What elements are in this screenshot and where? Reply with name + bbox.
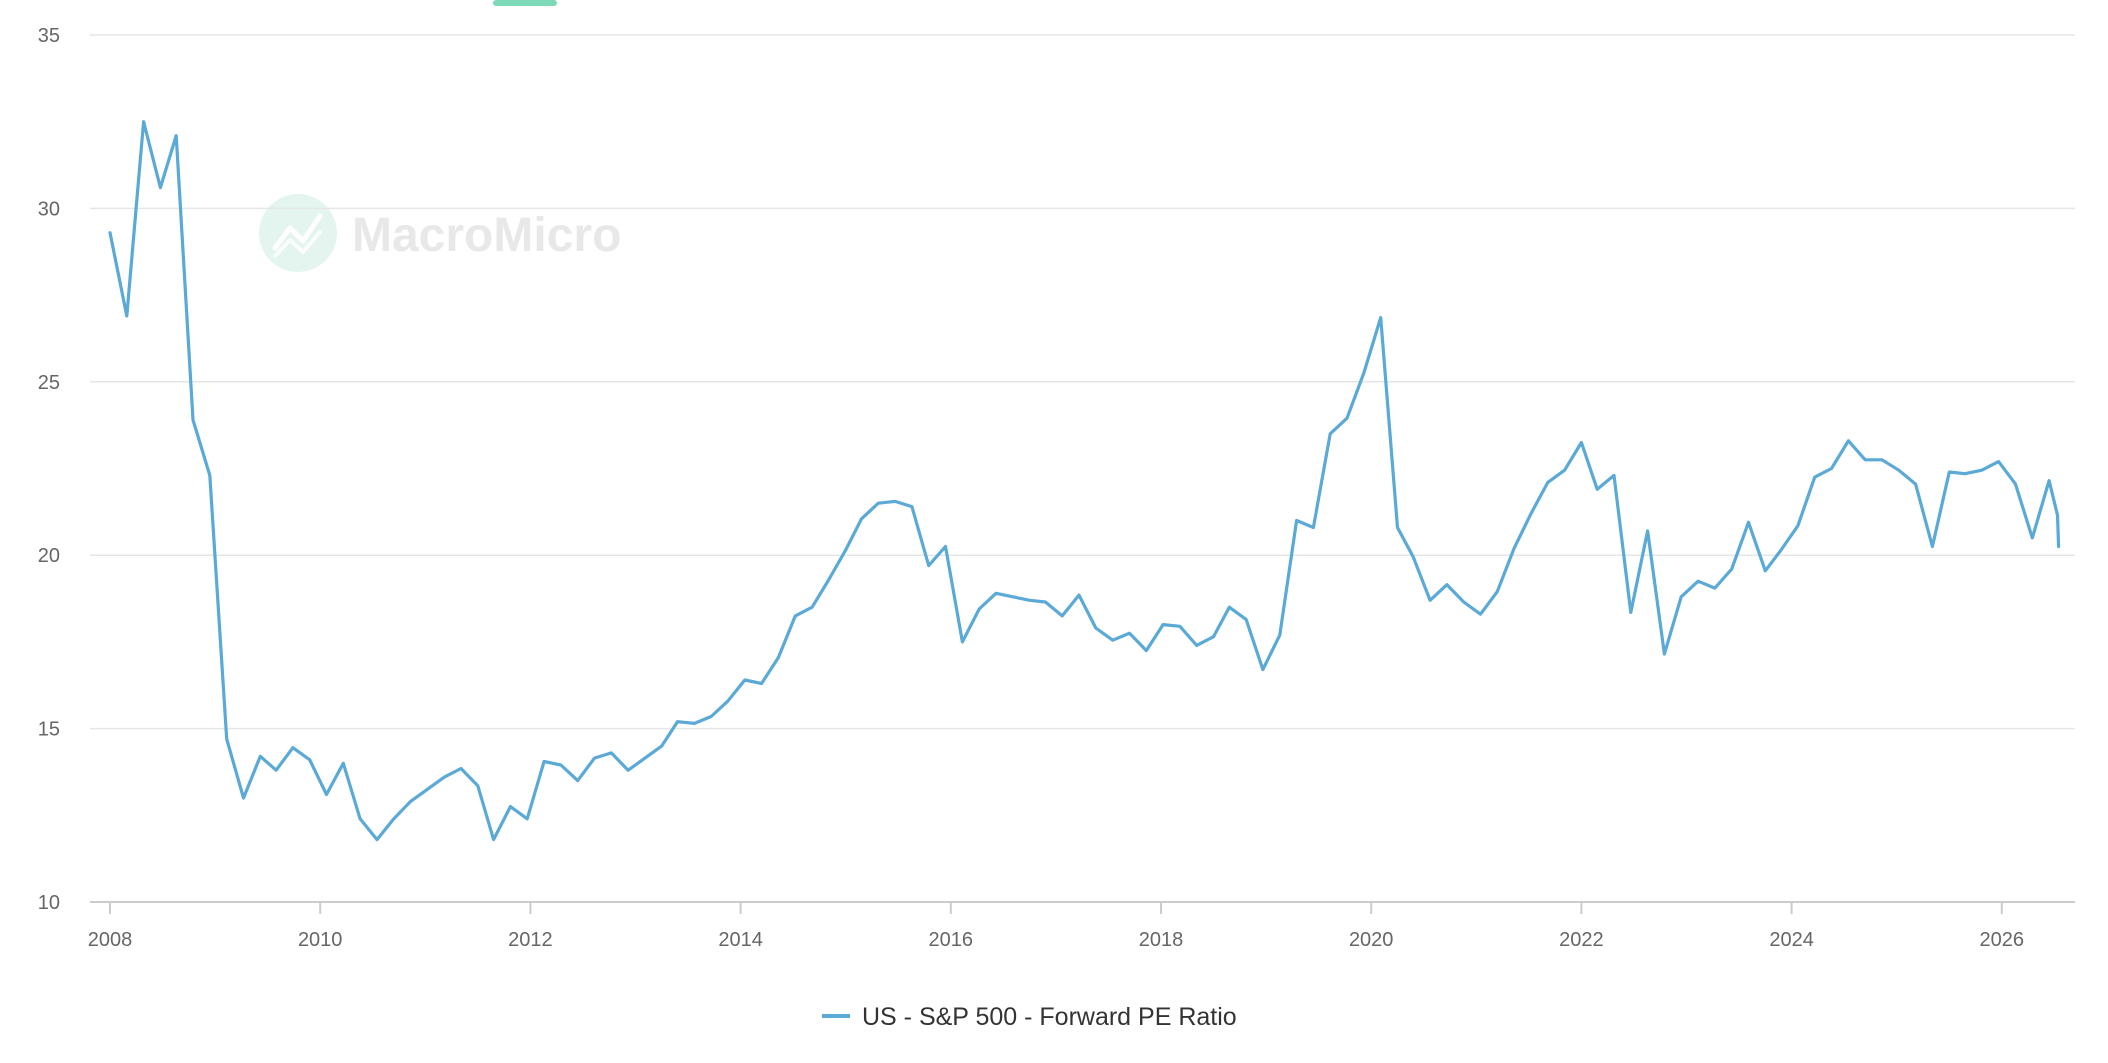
top-marker bbox=[493, 0, 557, 6]
x-tick-label: 2010 bbox=[298, 929, 343, 951]
series-line-0[interactable] bbox=[108, 120, 2061, 842]
grid-lines bbox=[90, 34, 2075, 903]
x-tick-label: 2020 bbox=[1349, 929, 1394, 951]
y-tick-label: 30 bbox=[38, 198, 60, 220]
x-tick-label: 2026 bbox=[1980, 929, 2025, 951]
legend[interactable]: US - S&P 500 - Forward PE Ratio bbox=[822, 1003, 1237, 1031]
legend-label[interactable]: US - S&P 500 - Forward PE Ratio bbox=[862, 1003, 1237, 1031]
watermark-chart-glyph-2 bbox=[273, 230, 322, 258]
x-tick-label: 2016 bbox=[929, 929, 974, 951]
x-tick-label: 2018 bbox=[1139, 929, 1184, 951]
y-tick-label: 10 bbox=[38, 892, 60, 914]
y-axis: 10 15 20 25 30 35 bbox=[38, 25, 60, 914]
watermark: MacroMicro bbox=[259, 194, 621, 272]
x-tick-label: 2024 bbox=[1769, 929, 1814, 951]
y-tick-label: 25 bbox=[38, 372, 60, 394]
x-tick-label: 2008 bbox=[88, 929, 133, 951]
y-tick-label: 15 bbox=[38, 719, 60, 741]
x-tick-label: 2012 bbox=[508, 929, 553, 951]
watermark-chart-glyph bbox=[272, 213, 323, 251]
y-tick-label: 20 bbox=[38, 545, 60, 567]
x-axis: 2008 2010 2012 2014 2016 2018 2020 2022 2024 2026 bbox=[88, 902, 2024, 951]
x-tick-label: 2014 bbox=[718, 929, 763, 951]
y-tick-label: 35 bbox=[38, 25, 60, 47]
x-tick-label: 2022 bbox=[1559, 929, 1604, 951]
series-layer bbox=[108, 120, 2061, 842]
watermark-text: MacroMicro bbox=[352, 209, 621, 262]
